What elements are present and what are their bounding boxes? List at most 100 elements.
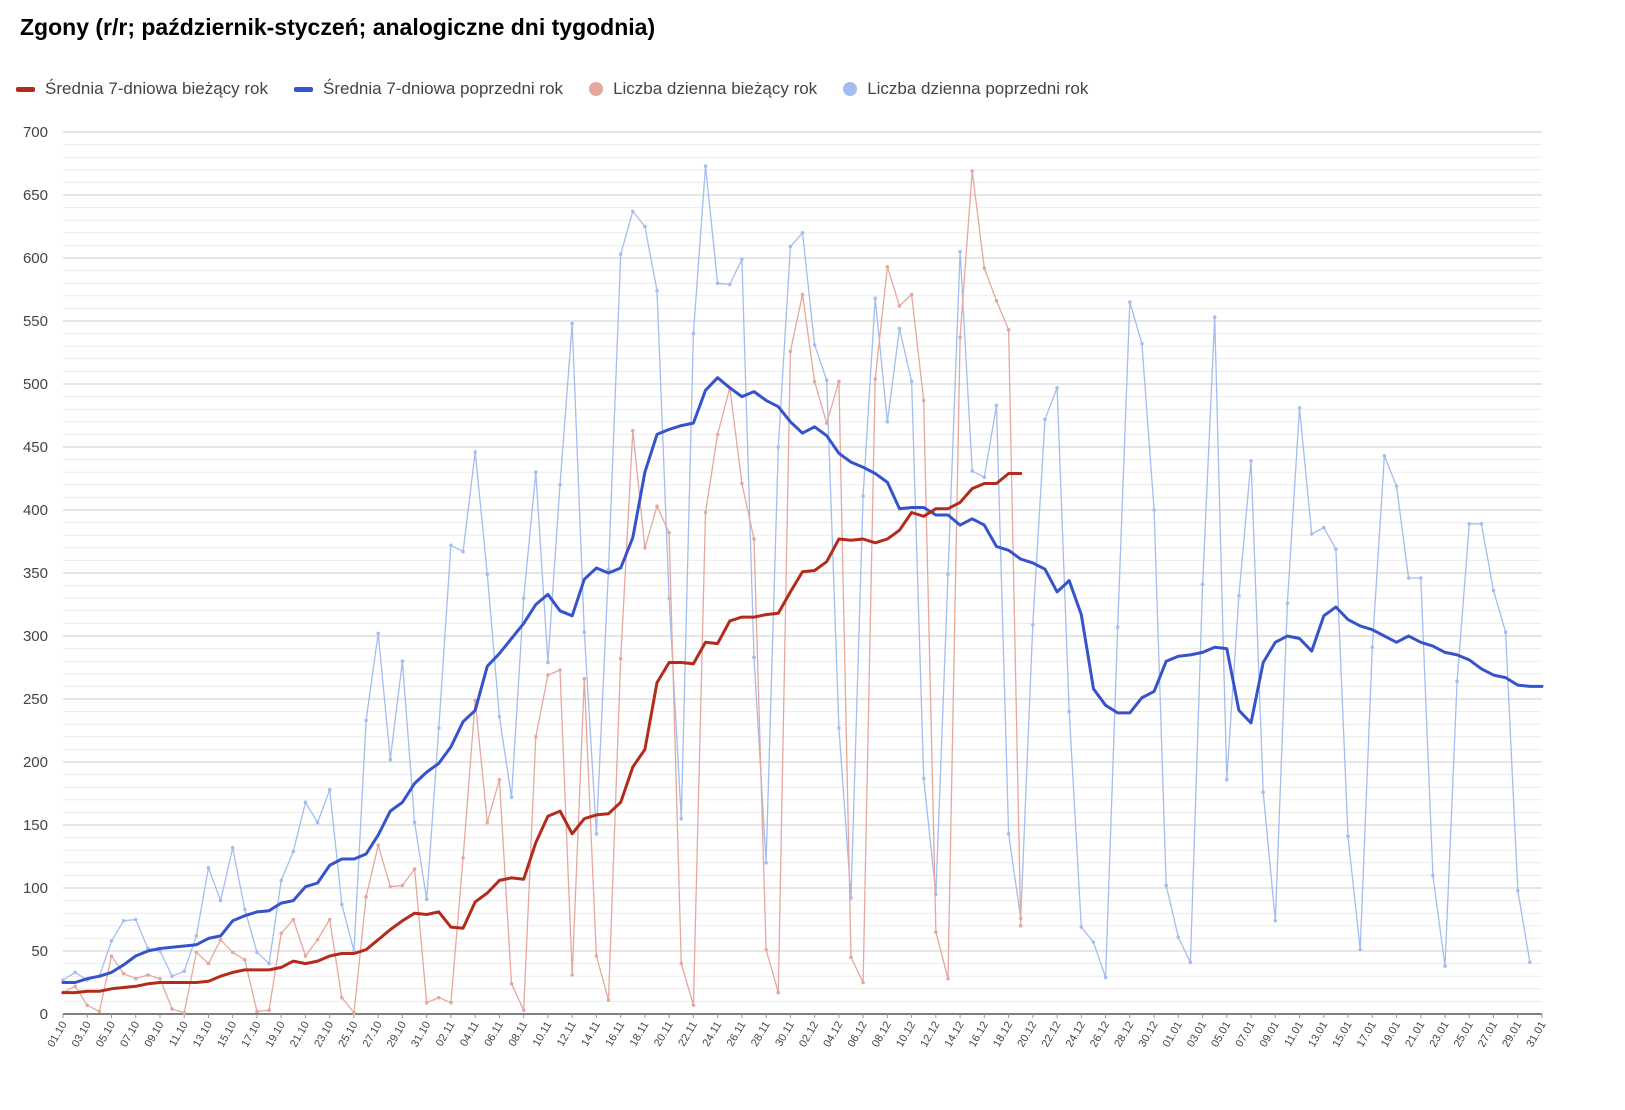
data-point — [194, 934, 199, 938]
x-tick-label: 22.11 — [676, 1020, 700, 1049]
data-point — [218, 898, 223, 903]
data-point — [1346, 834, 1350, 839]
data-point — [788, 349, 793, 354]
data-point — [243, 907, 247, 912]
x-tick-label: 02.12 — [797, 1020, 821, 1050]
data-point — [267, 961, 271, 966]
x-tick-label: 26.12 — [1088, 1020, 1112, 1050]
data-point — [812, 343, 817, 347]
x-tick-label: 24.12 — [1064, 1020, 1088, 1050]
y-axis-ticks: 0 50 100 150 200 250 300 350 400 450 500 550 600 650 7… — [23, 124, 48, 1023]
data-point — [424, 1000, 429, 1005]
data-point — [412, 867, 417, 871]
legend-item-daily-previous[interactable]: Liczba dzienna poprzedni rok — [843, 79, 1088, 99]
data-point — [449, 1000, 453, 1005]
x-tick-label: 29.10 — [385, 1020, 409, 1050]
data-point — [121, 918, 126, 923]
data-point — [158, 976, 162, 981]
data-point — [776, 445, 781, 449]
data-point — [667, 596, 671, 600]
data-point — [606, 567, 611, 572]
data-point — [1370, 645, 1375, 650]
data-point — [206, 866, 211, 870]
data-point — [279, 878, 284, 883]
data-point — [740, 481, 744, 486]
data-point — [1043, 417, 1047, 422]
data-point — [521, 1008, 526, 1013]
legend-label-daily-previous: Liczba dzienna poprzedni rok — [867, 79, 1089, 98]
legend-item-avg-previous[interactable]: Średnia 7-dniowa poprzedni rok — [294, 79, 563, 99]
data-point — [1212, 315, 1217, 320]
x-tick-label: 12.12 — [918, 1020, 942, 1050]
data-point — [279, 931, 284, 936]
data-point — [667, 530, 671, 535]
legend-item-daily-current[interactable]: Liczba dzienna bieżący rok — [589, 79, 817, 99]
data-point — [849, 955, 853, 960]
legend: Średnia 7-dniowa bieżący rok Średnia 7-d… — [16, 77, 1114, 101]
data-point — [1249, 459, 1253, 463]
data-point — [934, 930, 938, 934]
data-point — [1528, 960, 1532, 965]
data-point — [1103, 975, 1108, 980]
data-point — [897, 304, 902, 308]
x-tick-label: 08.11 — [507, 1020, 531, 1049]
x-tick-label: 28.12 — [1112, 1020, 1136, 1050]
data-point — [291, 917, 296, 922]
data-point — [679, 816, 684, 821]
data-point — [582, 630, 587, 635]
data-point — [909, 379, 914, 384]
data-point — [1261, 790, 1265, 795]
data-point — [703, 510, 708, 515]
data-point — [267, 1008, 271, 1013]
data-point — [73, 984, 77, 989]
x-tick-label: 02.11 — [434, 1020, 458, 1049]
x-tick-label: 26.11 — [725, 1020, 749, 1049]
data-point — [388, 757, 393, 762]
data-point — [897, 326, 902, 331]
x-tick-label: 23.10 — [312, 1020, 336, 1050]
data-point — [691, 331, 696, 336]
data-point — [85, 1003, 90, 1007]
data-point — [206, 961, 211, 966]
data-point — [740, 257, 744, 262]
series-1 — [61, 169, 1023, 1015]
data-point — [400, 659, 405, 663]
data-point — [1382, 454, 1387, 458]
x-tick-label: 07.10 — [118, 1020, 142, 1050]
data-point — [327, 787, 332, 792]
data-point — [824, 378, 829, 383]
data-point — [388, 884, 393, 889]
data-point — [97, 1009, 102, 1014]
data-point — [1031, 622, 1035, 627]
data-point — [800, 231, 805, 235]
series-line-average — [61, 472, 1023, 995]
x-tick-label: 06.12 — [846, 1020, 870, 1050]
data-point — [812, 379, 817, 384]
data-point — [1128, 300, 1132, 304]
data-point — [546, 673, 550, 677]
data-point — [340, 995, 344, 1000]
data-point — [1273, 918, 1278, 923]
data-point — [837, 726, 841, 730]
x-tick-label: 04.11 — [458, 1020, 482, 1049]
x-tick-label: 13.01 — [1306, 1020, 1330, 1050]
x-tick-label: 30.12 — [1137, 1020, 1161, 1050]
data-point — [630, 428, 635, 433]
chart-title: Zgony (r/r; październik-styczeń; analogi… — [20, 14, 656, 40]
data-point — [558, 668, 562, 672]
data-point — [521, 596, 526, 600]
legend-item-avg-current[interactable]: Średnia 7-dniowa bieżący rok — [16, 79, 268, 99]
data-point — [946, 572, 950, 577]
data-point — [970, 469, 975, 473]
x-tick-label: 11.10 — [167, 1020, 191, 1049]
legend-label-avg-current: Średnia 7-dniowa bieżący rok — [45, 79, 269, 98]
data-point — [715, 432, 720, 437]
x-tick-label: 09.01 — [1258, 1020, 1282, 1050]
x-tick-label: 12.11 — [555, 1020, 579, 1049]
data-point — [570, 321, 574, 326]
data-point — [885, 265, 890, 269]
data-point — [485, 820, 490, 825]
x-tick-label: 14.11 — [579, 1020, 603, 1049]
data-point — [255, 1009, 259, 1014]
x-tick-label: 29.01 — [1500, 1020, 1524, 1050]
